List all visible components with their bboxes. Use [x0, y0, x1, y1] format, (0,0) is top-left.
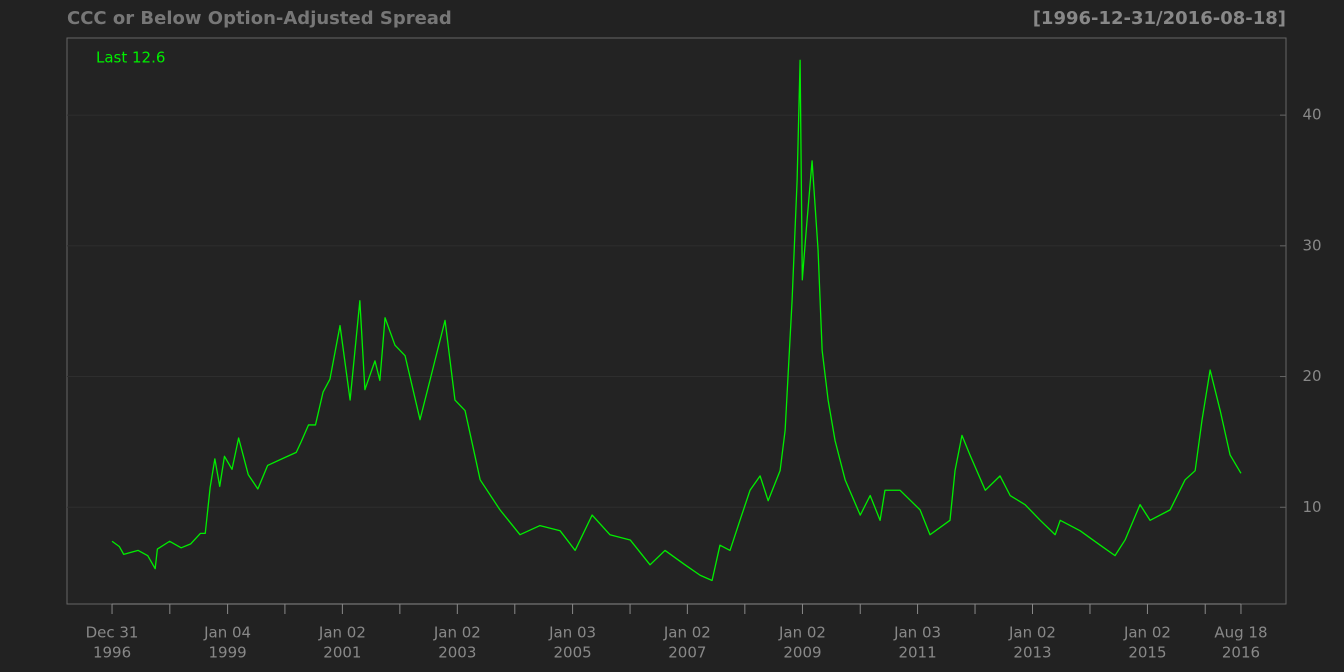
y-tick-label: 20: [1302, 367, 1321, 385]
x-tick-label: 2007: [668, 644, 706, 662]
x-tick-label: Jan 03: [548, 624, 596, 642]
date-range: [1996-12-31/2016-08-18]: [1033, 8, 1286, 29]
y-tick-label: 10: [1302, 498, 1321, 516]
x-tick-label: 2011: [898, 644, 936, 662]
x-tick-label: 1996: [93, 644, 131, 662]
x-tick-label: Jan 02: [1008, 624, 1056, 642]
last-value: Last 12.6: [96, 49, 165, 67]
x-tick-label: Jan 03: [893, 624, 941, 642]
x-tick-label: Jan 02: [663, 624, 711, 642]
series-line: [111, 59, 1242, 582]
x-tick-label: Jan 02: [318, 624, 366, 642]
chart-title: CCC or Below Option-Adjusted Spread: [67, 8, 452, 29]
plot-area: [66, 37, 1287, 605]
x-tick-label: 2013: [1013, 644, 1051, 662]
x-tick-label: 1999: [209, 644, 247, 662]
x-tick-label: 2015: [1128, 644, 1166, 662]
x-tick-label: Aug 18: [1214, 624, 1267, 642]
x-tick-label: 2016: [1222, 644, 1260, 662]
y-tick-label: 30: [1302, 236, 1321, 254]
x-tick-label: Jan 02: [433, 624, 481, 642]
x-tick-label: 2003: [438, 644, 476, 662]
y-tick-label: 40: [1302, 106, 1321, 124]
x-tick-label: 2001: [323, 644, 361, 662]
x-tick-label: Jan 02: [778, 624, 826, 642]
x-tick-label: Jan 04: [203, 624, 251, 642]
x-tick-label: Jan 02: [1123, 624, 1171, 642]
x-tick-label: 2005: [553, 644, 591, 662]
x-tick-label: 2009: [783, 644, 821, 662]
x-tick-label: Dec 31: [86, 624, 139, 642]
